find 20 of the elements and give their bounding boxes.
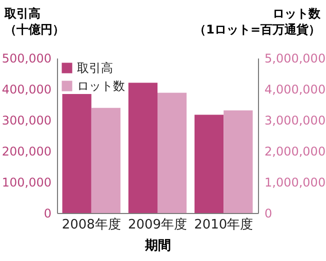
x-tick-label: 2010年度 bbox=[194, 216, 254, 232]
y-tick-label: 400,000 bbox=[2, 82, 52, 96]
legend-label: ロット数 bbox=[77, 79, 125, 93]
y2-axis-title: ロット数（1ロット=百万通貨） bbox=[194, 6, 322, 36]
x-tick-label: 2008年度 bbox=[62, 216, 121, 232]
y-axis-title: 取引高（十億円） bbox=[4, 6, 64, 36]
x-tick-label: 2009年度 bbox=[128, 216, 188, 232]
legend-label: 取引高 bbox=[77, 61, 113, 75]
y2-tick-label: 2,000,000 bbox=[264, 144, 326, 158]
y-tick-label: 100,000 bbox=[2, 176, 52, 190]
y2-tick-label: 4,000,000 bbox=[264, 82, 326, 96]
y-tick-label: 200,000 bbox=[2, 144, 52, 158]
y2-tick-label: 1,000,000 bbox=[264, 176, 326, 190]
y2-tick-label: 0 bbox=[264, 206, 272, 220]
y-tick-label: 0 bbox=[44, 206, 52, 220]
x-axis-title: 期間 bbox=[144, 238, 171, 254]
y2-tick-label: 5,000,000 bbox=[264, 52, 326, 66]
y-tick-label: 500,000 bbox=[2, 52, 52, 66]
y-tick-label: 300,000 bbox=[2, 114, 52, 128]
y2-tick-label: 3,000,000 bbox=[264, 114, 326, 128]
